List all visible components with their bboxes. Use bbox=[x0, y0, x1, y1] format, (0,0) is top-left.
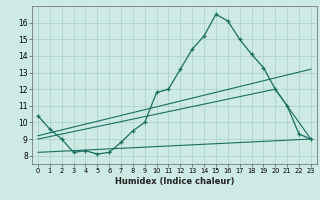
X-axis label: Humidex (Indice chaleur): Humidex (Indice chaleur) bbox=[115, 177, 234, 186]
